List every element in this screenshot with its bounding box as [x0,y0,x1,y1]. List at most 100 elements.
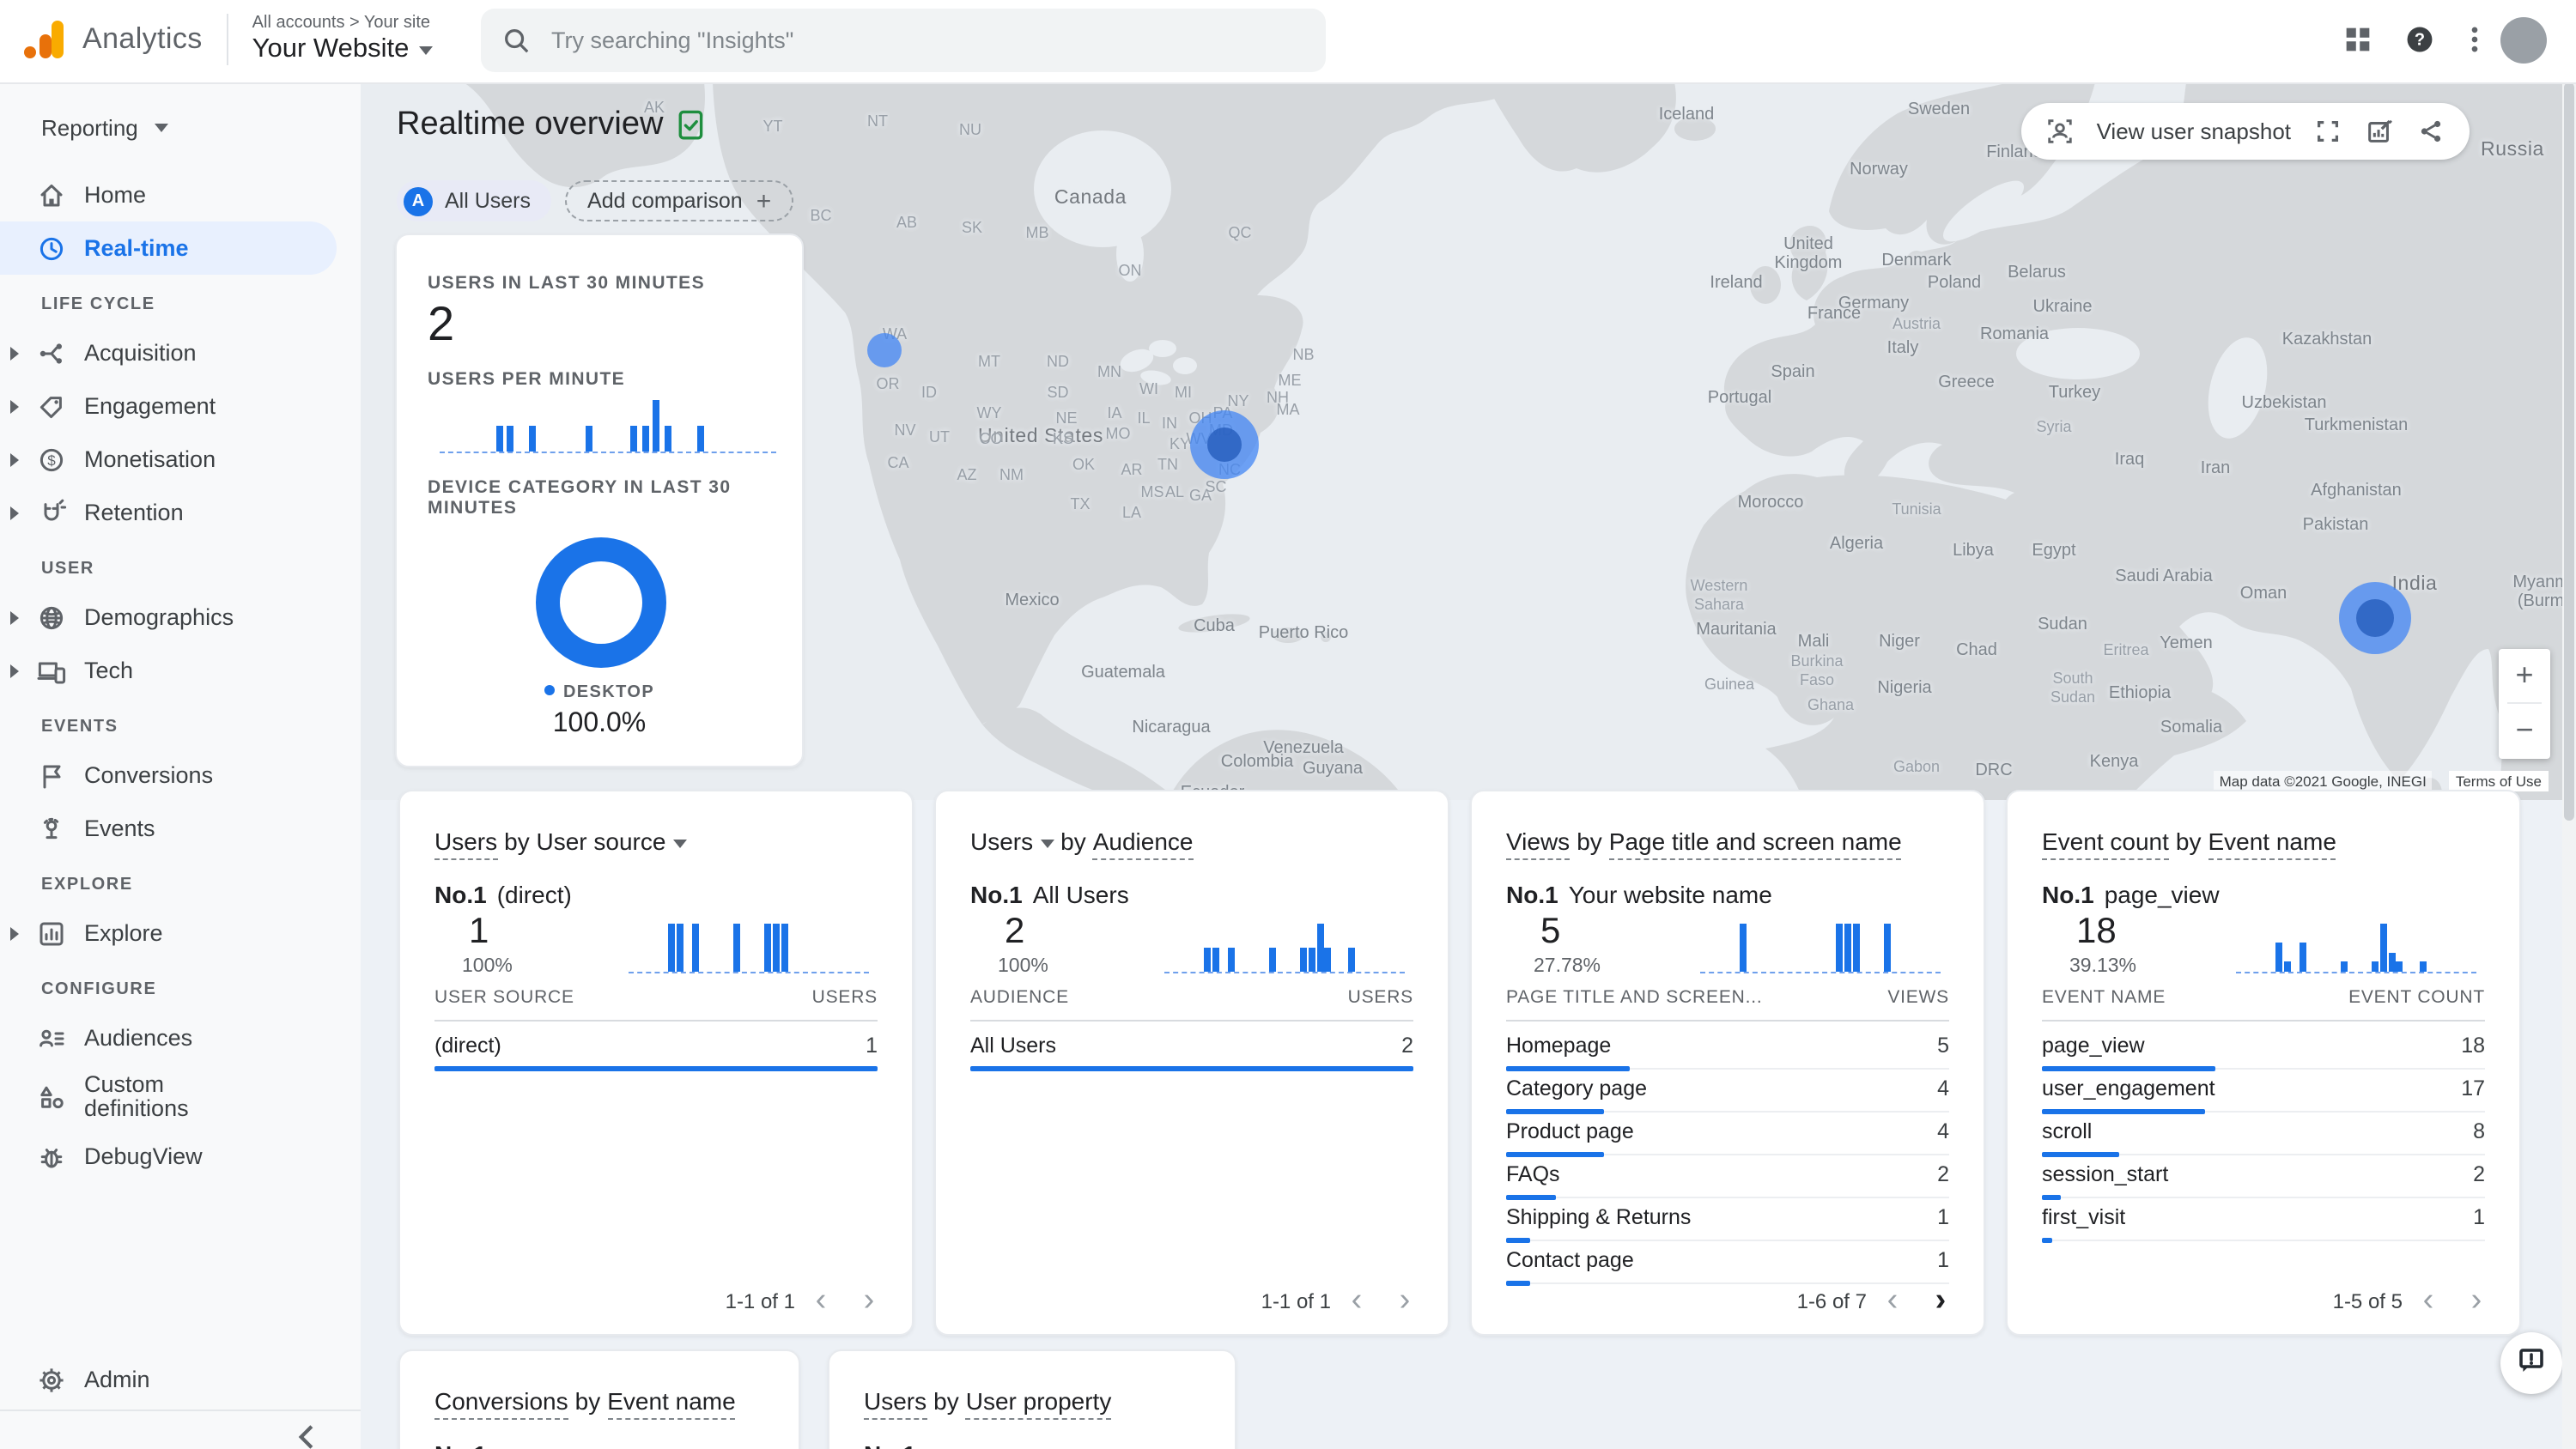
sidebar-item-custom-definitions[interactable]: Custom definitions [0,1064,361,1130]
device-legend: DESKTOP [397,683,802,702]
spark-bar [692,924,700,972]
add-comparison-button[interactable]: Add comparison + [565,180,794,221]
property-selector[interactable]: Your Website [252,34,434,65]
help-icon[interactable]: ? [2403,22,2440,60]
zoom-out-button[interactable]: − [2515,712,2534,747]
card-title-part: by User source [504,828,666,855]
sidebar-item-admin[interactable]: Admin [0,1353,361,1406]
card-title-part: Users [970,828,1034,855]
nav-selector[interactable]: Reporting [41,106,361,148]
expand-arrow-icon[interactable] [10,506,26,519]
card-top-entity: No.1 All Users [970,881,1129,908]
spark-bar [2300,943,2307,972]
sidebar-item-label: Audiences [84,1025,193,1051]
card-title-part: by [1577,828,1602,855]
terms-of-use-link[interactable]: Terms of Use [2448,771,2549,791]
bug-icon [36,1141,67,1172]
zoom-in-button[interactable]: + [2515,658,2534,692]
row-bar [1506,1151,1605,1156]
pagination-prev-button[interactable]: ‹ [815,1282,827,1319]
fullscreen-icon[interactable] [2313,117,2342,146]
spark-bar [773,924,780,972]
search-bar[interactable] [481,9,1326,72]
spark-bar [677,924,683,972]
more-vert-icon[interactable] [2458,22,2495,60]
green-doc-check-icon[interactable] [678,110,704,141]
card-title-part: Conversions [434,1387,568,1420]
card-title-part: User property [965,1387,1112,1420]
sidebar-item-tech[interactable]: Tech [0,644,361,697]
map-zoom-control: + − [2499,649,2550,759]
sidebar-item-events[interactable]: Events [0,802,361,855]
spark-bar [2388,953,2396,972]
table-row-scroll: scroll 8 [2042,1113,2485,1156]
expand-arrow-icon[interactable] [10,610,26,624]
expand-arrow-icon[interactable] [10,664,26,677]
sidebar-item-label: Engagement [84,393,216,419]
card-title-dropdown[interactable]: Conversions by Event name [434,1387,736,1420]
pagination-prev-button[interactable]: ‹ [1351,1282,1363,1319]
feedback-button[interactable] [2500,1332,2562,1394]
sidebar-item-retention[interactable]: Retention [0,486,361,539]
map-toolbar: View user snapshot [2020,103,2470,160]
sidebar-item-acquisition[interactable]: Acquisition [0,326,361,379]
pagination-next-button[interactable]: › [2470,1282,2482,1319]
search-input[interactable] [548,26,1242,55]
pagination-next-button[interactable]: › [863,1282,875,1319]
row-bar [1506,1065,1630,1070]
spark-bar [585,426,592,452]
analytics-logo-icon[interactable] [24,17,69,62]
seattle-user-marker [867,333,902,367]
edit-chart-icon[interactable] [2365,117,2394,146]
sidebar-item-monetisation[interactable]: $ Monetisation [0,433,361,486]
table-body: Homepage 5 Category page 4 Product page 4 FAQs… [1506,1027,1949,1285]
pagination-next-button[interactable]: › [1935,1282,1947,1319]
expand-arrow-icon[interactable] [10,452,26,466]
view-user-snapshot-button[interactable]: View user snapshot [2096,118,2291,144]
pagination-next-button[interactable]: › [1399,1282,1411,1319]
all-users-comparison-chip[interactable]: A All Users [397,180,552,221]
card-title-dropdown[interactable]: Users by Audience [970,828,1194,860]
card-title-dropdown[interactable]: Users by User source [434,828,687,860]
expand-arrow-icon[interactable] [10,926,26,940]
scrollbar[interactable] [2562,82,2576,1449]
share-icon[interactable] [2416,117,2445,146]
apps-grid-icon[interactable] [2341,22,2379,60]
spark-bar [1300,948,1308,972]
sidebar-item-demographics[interactable]: Demographics [0,591,361,644]
spark-bar [2340,961,2348,972]
spark-bar [1884,924,1892,972]
sidebar-item-explore[interactable]: Explore [0,906,361,960]
sidebar-item-debugview[interactable]: DebugView [0,1130,361,1183]
spark-bar [781,924,788,972]
sidebar-item-audiences[interactable]: Audiences [0,1011,361,1064]
sidebar-item-home[interactable]: Home [0,168,361,221]
card-title-dropdown[interactable]: Event count by Event name [2042,828,2336,860]
spark-bar [1316,924,1324,972]
expand-arrow-icon[interactable] [10,346,26,360]
row-value: 1 [2473,1205,2485,1229]
row-value: 4 [1937,1076,1949,1100]
row-name: page_view [2042,1034,2145,1058]
pagination-prev-button[interactable]: ‹ [1886,1282,1899,1319]
sidebar-item-conversions[interactable]: Conversions [0,749,361,802]
sidebar-item-real-time[interactable]: Real-time [0,221,337,275]
collapse-sidebar-button[interactable] [289,1418,326,1449]
card-title-part: Audience [1092,828,1194,860]
legend-dot-icon [544,685,555,695]
spark-bar [641,426,649,452]
retention-icon [36,497,67,528]
card-title-dropdown[interactable]: Views by Page title and screen name [1506,828,1902,860]
monetisation-icon: $ [36,444,67,475]
sidebar-item-engagement[interactable]: Engagement [0,379,361,433]
card-sparkline-chart [1700,924,1941,973]
pagination-prev-button[interactable]: ‹ [2422,1282,2434,1319]
users-per-minute-chart [440,400,776,453]
card-title-part: by [1060,828,1086,855]
avatar[interactable] [2500,17,2547,64]
card-title-part: by [2175,828,2202,855]
row-bar [2042,1194,2062,1199]
expand-arrow-icon[interactable] [10,399,26,413]
report-card-page-title-and-screen: Views by Page title and screen name No.1 Yo… [1470,790,1985,1336]
card-title-dropdown[interactable]: Users by User property [864,1387,1112,1420]
